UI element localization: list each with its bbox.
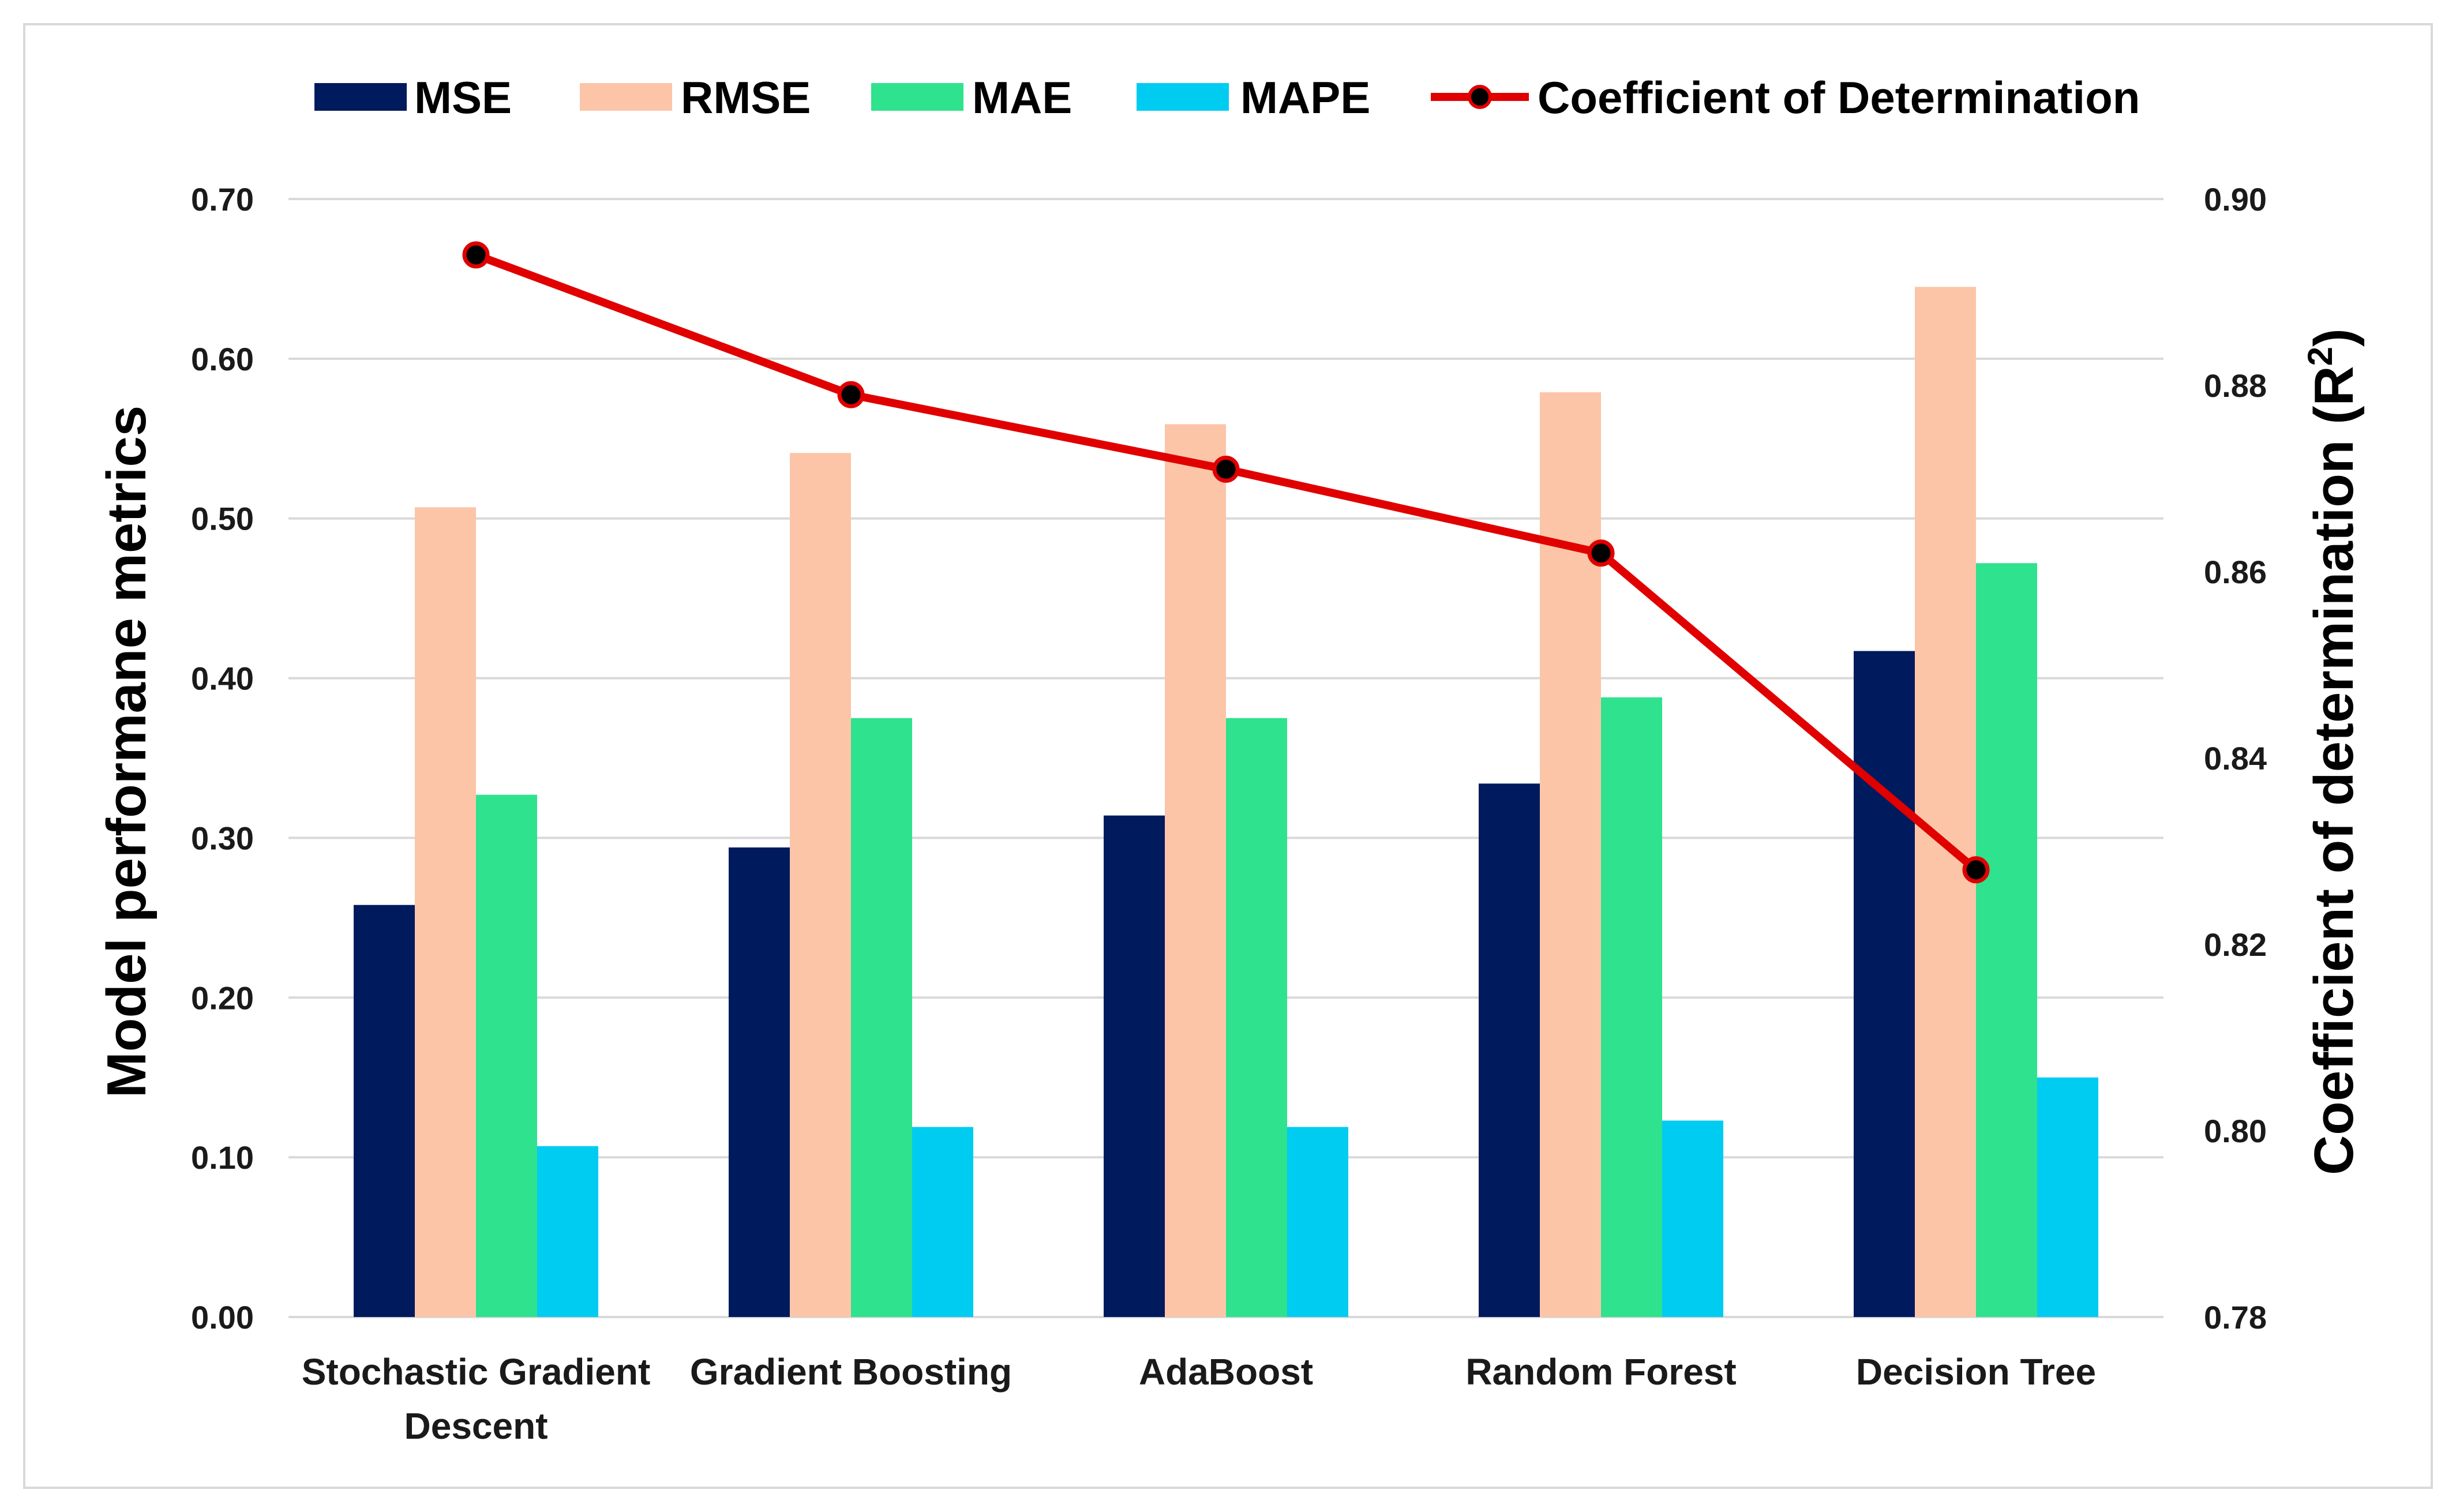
right-tick-label: 0.86 [2204,554,2267,590]
right-axis-ticks: 0.78 0.80 0.82 0.84 0.86 0.88 0.90 [2204,181,2267,1335]
legend: MSE RMSE MAE MAPE Coefficient of Determinati… [314,72,2140,123]
right-axis-title: Coefficient of determination (R2) [2301,328,2365,1175]
bar-rmse [790,453,851,1317]
bar-mae [1226,718,1287,1317]
category-label: Stochastic Gradient [302,1351,651,1393]
left-tick-label: 0.60 [191,341,254,377]
bar-rmse [1915,287,1976,1317]
legend-swatch-mae [871,83,963,111]
legend-label: MAPE [1240,72,1370,123]
bar-mse [354,905,415,1317]
bar-mse [729,847,790,1317]
right-tick-label: 0.82 [2204,926,2267,963]
left-tick-label: 0.10 [191,1139,254,1176]
right-tick-label: 0.90 [2204,181,2267,217]
legend-swatch-mse [314,83,407,111]
bar-mse [1479,783,1540,1317]
right-tick-label: 0.84 [2204,740,2267,776]
left-axis-title: Model performane metrics [96,406,158,1098]
bar-rmse [1165,424,1226,1317]
legend-swatch-rmse [580,83,672,111]
bar-mae [1976,563,2037,1317]
bar-mse [1104,815,1165,1317]
legend-label: RMSE [681,72,811,123]
bar-mape [537,1146,598,1317]
category-label: Gradient Boosting [690,1351,1012,1393]
legend-swatch-r2-marker [1468,85,1492,109]
right-tick-label: 0.80 [2204,1113,2267,1149]
legend-swatch-mape [1137,83,1229,111]
bar-mape [1287,1127,1348,1317]
bar-mae [476,794,537,1317]
left-tick-label: 0.20 [191,980,254,1016]
left-tick-label: 0.70 [191,181,254,217]
right-axis-title-end: ) [2303,328,2365,347]
category-label: Descent [404,1405,548,1447]
right-tick-label: 0.78 [2204,1299,2267,1335]
bars [354,287,2098,1318]
legend-label: MSE [414,72,512,123]
bar-mse [1854,651,1915,1317]
category-labels: Stochastic Gradient Descent Gradient Boost… [302,1351,2096,1447]
bar-mape [1662,1120,1723,1317]
bar-mae [851,718,912,1317]
r2-marker [1212,455,1240,483]
r2-marker [1587,539,1615,567]
bar-rmse [1540,392,1601,1318]
left-axis-ticks: 0.00 0.10 0.20 0.30 0.40 0.50 0.60 0.70 [191,181,254,1335]
category-label: AdaBoost [1139,1351,1313,1393]
left-tick-label: 0.50 [191,501,254,537]
bar-mape [912,1127,973,1317]
bar-mape [2037,1077,2098,1317]
category-label: Decision Tree [1856,1351,2096,1393]
right-axis-title-main: Coefficient of determination (R [2303,366,2365,1175]
right-axis-title-sup: 2 [2301,347,2339,366]
legend-label: MAE [972,72,1072,123]
bar-rmse [415,507,476,1318]
r2-marker [837,381,865,408]
left-tick-label: 0.30 [191,820,254,856]
category-label: Random Forest [1465,1351,1736,1393]
r2-line-series [462,241,1990,884]
left-tick-label: 0.00 [191,1299,254,1335]
bar-mae [1601,697,1662,1317]
left-tick-label: 0.40 [191,661,254,697]
legend-label: Coefficient of Determination [1538,72,2140,123]
r2-marker [462,241,490,269]
r2-marker [1962,856,1990,884]
right-tick-label: 0.88 [2204,367,2267,404]
